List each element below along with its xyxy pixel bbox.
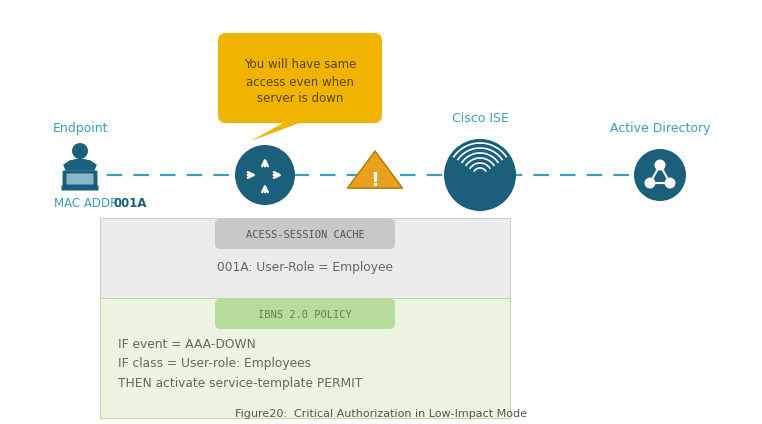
Text: IF event = AAA-DOWN: IF event = AAA-DOWN bbox=[118, 338, 256, 351]
Text: IF class = User-role: Employees: IF class = User-role: Employees bbox=[118, 357, 311, 371]
Text: THEN activate service-template PERMIT: THEN activate service-template PERMIT bbox=[118, 377, 362, 391]
Text: 001A: User-Role = Employee: 001A: User-Role = Employee bbox=[217, 262, 393, 274]
Text: !: ! bbox=[370, 171, 379, 190]
Text: IBNS 2.0 POLICY: IBNS 2.0 POLICY bbox=[258, 310, 352, 320]
FancyBboxPatch shape bbox=[66, 173, 94, 184]
Polygon shape bbox=[347, 151, 402, 188]
Text: Endpoint: Endpoint bbox=[53, 122, 107, 135]
Text: MAC ADDR:: MAC ADDR: bbox=[54, 197, 126, 210]
Bar bbox=[100, 218, 510, 298]
Text: Figure20:  Critical Authorization in Low-Impact Mode: Figure20: Critical Authorization in Low-… bbox=[235, 409, 527, 419]
Text: You will have same
access even when
server is down: You will have same access even when serv… bbox=[244, 59, 356, 106]
Polygon shape bbox=[251, 119, 310, 141]
Bar bbox=[100, 298, 510, 418]
Text: 001A: 001A bbox=[114, 197, 148, 210]
Circle shape bbox=[444, 139, 516, 211]
Polygon shape bbox=[200, 218, 330, 238]
Circle shape bbox=[655, 159, 665, 170]
Circle shape bbox=[664, 178, 675, 189]
Circle shape bbox=[72, 143, 88, 159]
Polygon shape bbox=[64, 159, 96, 170]
Circle shape bbox=[645, 178, 655, 189]
FancyBboxPatch shape bbox=[215, 299, 395, 329]
FancyBboxPatch shape bbox=[215, 219, 395, 249]
FancyBboxPatch shape bbox=[62, 170, 98, 187]
Circle shape bbox=[235, 145, 295, 205]
Circle shape bbox=[634, 149, 686, 201]
Text: Active Directory: Active Directory bbox=[610, 122, 710, 135]
Text: Cisco ISE: Cisco ISE bbox=[452, 112, 508, 125]
FancyBboxPatch shape bbox=[62, 186, 98, 190]
Text: ACESS-SESSION CACHE: ACESS-SESSION CACHE bbox=[245, 230, 364, 240]
FancyBboxPatch shape bbox=[218, 33, 382, 123]
